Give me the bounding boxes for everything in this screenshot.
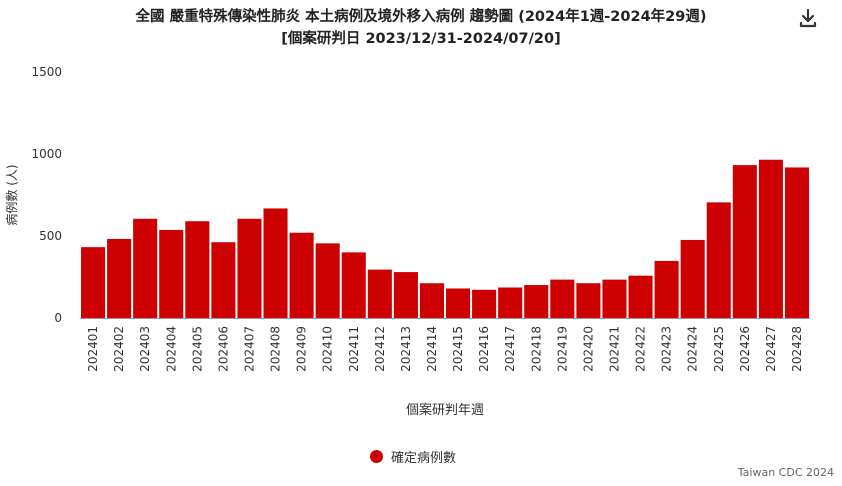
x-tick-label: 202419 <box>555 326 569 372</box>
x-tick-label: 202409 <box>295 326 309 372</box>
bar[interactable] <box>446 288 471 318</box>
bar[interactable] <box>758 159 783 318</box>
x-tick-label: 202413 <box>399 326 413 372</box>
bar[interactable] <box>289 232 314 318</box>
bar[interactable] <box>550 279 575 318</box>
chart-title-line-2: [個案研判日 2023/12/31-2024/07/20] <box>281 31 561 47</box>
y-tick-label: 1500 <box>31 65 62 79</box>
x-tick-label: 202424 <box>686 326 700 372</box>
legend-marker <box>370 449 383 463</box>
x-tick-label: 202417 <box>503 326 517 372</box>
bar[interactable] <box>315 243 340 318</box>
bar[interactable] <box>784 167 809 318</box>
x-tick-label: 202422 <box>634 326 648 372</box>
bar[interactable] <box>628 275 653 318</box>
x-tick-label: 202410 <box>321 326 335 372</box>
x-tick-label: 202411 <box>347 326 361 372</box>
bar[interactable] <box>159 229 184 318</box>
y-axis-title: 病例數 (人) <box>4 164 19 225</box>
chart-title-line-1: 全國 嚴重特殊傳染性肺炎 本土病例及境外移入病例 趨勢圖 (2024年1週-20… <box>135 9 707 25</box>
x-tick-label: 202418 <box>529 326 543 372</box>
legend-item[interactable]: 確定病例數 <box>370 447 457 466</box>
bar[interactable] <box>393 272 418 318</box>
y-tick-label: 0 <box>54 311 62 325</box>
x-tick-label: 202403 <box>138 326 152 372</box>
x-tick-label: 202416 <box>477 326 491 372</box>
x-tick-label: 202415 <box>451 326 465 372</box>
download-icon <box>799 8 817 28</box>
bar[interactable] <box>185 221 210 318</box>
bar[interactable] <box>419 283 444 318</box>
legend-label: 確定病例數 <box>391 450 457 466</box>
y-tick-label: 1000 <box>31 147 62 161</box>
x-tick-label: 202402 <box>112 326 126 372</box>
x-tick-label: 202412 <box>373 326 387 372</box>
x-tick-label: 202423 <box>660 326 674 372</box>
bar[interactable] <box>211 242 236 318</box>
x-tick-label: 202414 <box>425 326 439 372</box>
x-tick-label: 202404 <box>164 326 178 372</box>
bar[interactable] <box>602 279 627 318</box>
bar[interactable] <box>341 252 366 318</box>
x-tick-label: 202407 <box>242 326 256 372</box>
bar[interactable] <box>524 285 549 318</box>
x-tick-label: 202421 <box>607 326 621 372</box>
x-axis-title: 個案研判年週 <box>406 403 484 418</box>
bar[interactable] <box>237 218 262 318</box>
chart-title: 全國 嚴重特殊傳染性肺炎 本土病例及境外移入病例 趨勢圖 (2024年1週-20… <box>40 6 802 50</box>
x-tick-label: 202428 <box>790 326 804 372</box>
x-tick-label: 202401 <box>86 326 100 372</box>
x-tick-label: 202426 <box>738 326 752 372</box>
x-tick-label: 202406 <box>216 326 230 372</box>
bar[interactable] <box>367 269 392 318</box>
bar[interactable] <box>680 239 705 318</box>
x-tick-label: 202425 <box>712 326 726 372</box>
bar[interactable] <box>472 289 497 318</box>
x-tick-label: 202405 <box>190 326 204 372</box>
bar[interactable] <box>133 218 158 318</box>
download-button[interactable] <box>796 6 820 30</box>
bar[interactable] <box>732 165 757 318</box>
bar[interactable] <box>107 238 132 318</box>
x-tick-label: 202420 <box>581 326 595 372</box>
y-tick-label: 500 <box>39 229 62 243</box>
bar[interactable] <box>81 247 106 318</box>
credit-text: Taiwan CDC 2024 <box>737 466 834 479</box>
bar[interactable] <box>576 283 601 318</box>
bar[interactable] <box>654 260 679 318</box>
x-tick-label: 202408 <box>269 326 283 372</box>
x-tick-label: 202427 <box>764 326 778 372</box>
bar[interactable] <box>263 208 288 318</box>
bar[interactable] <box>498 287 523 319</box>
bar[interactable] <box>706 202 731 318</box>
